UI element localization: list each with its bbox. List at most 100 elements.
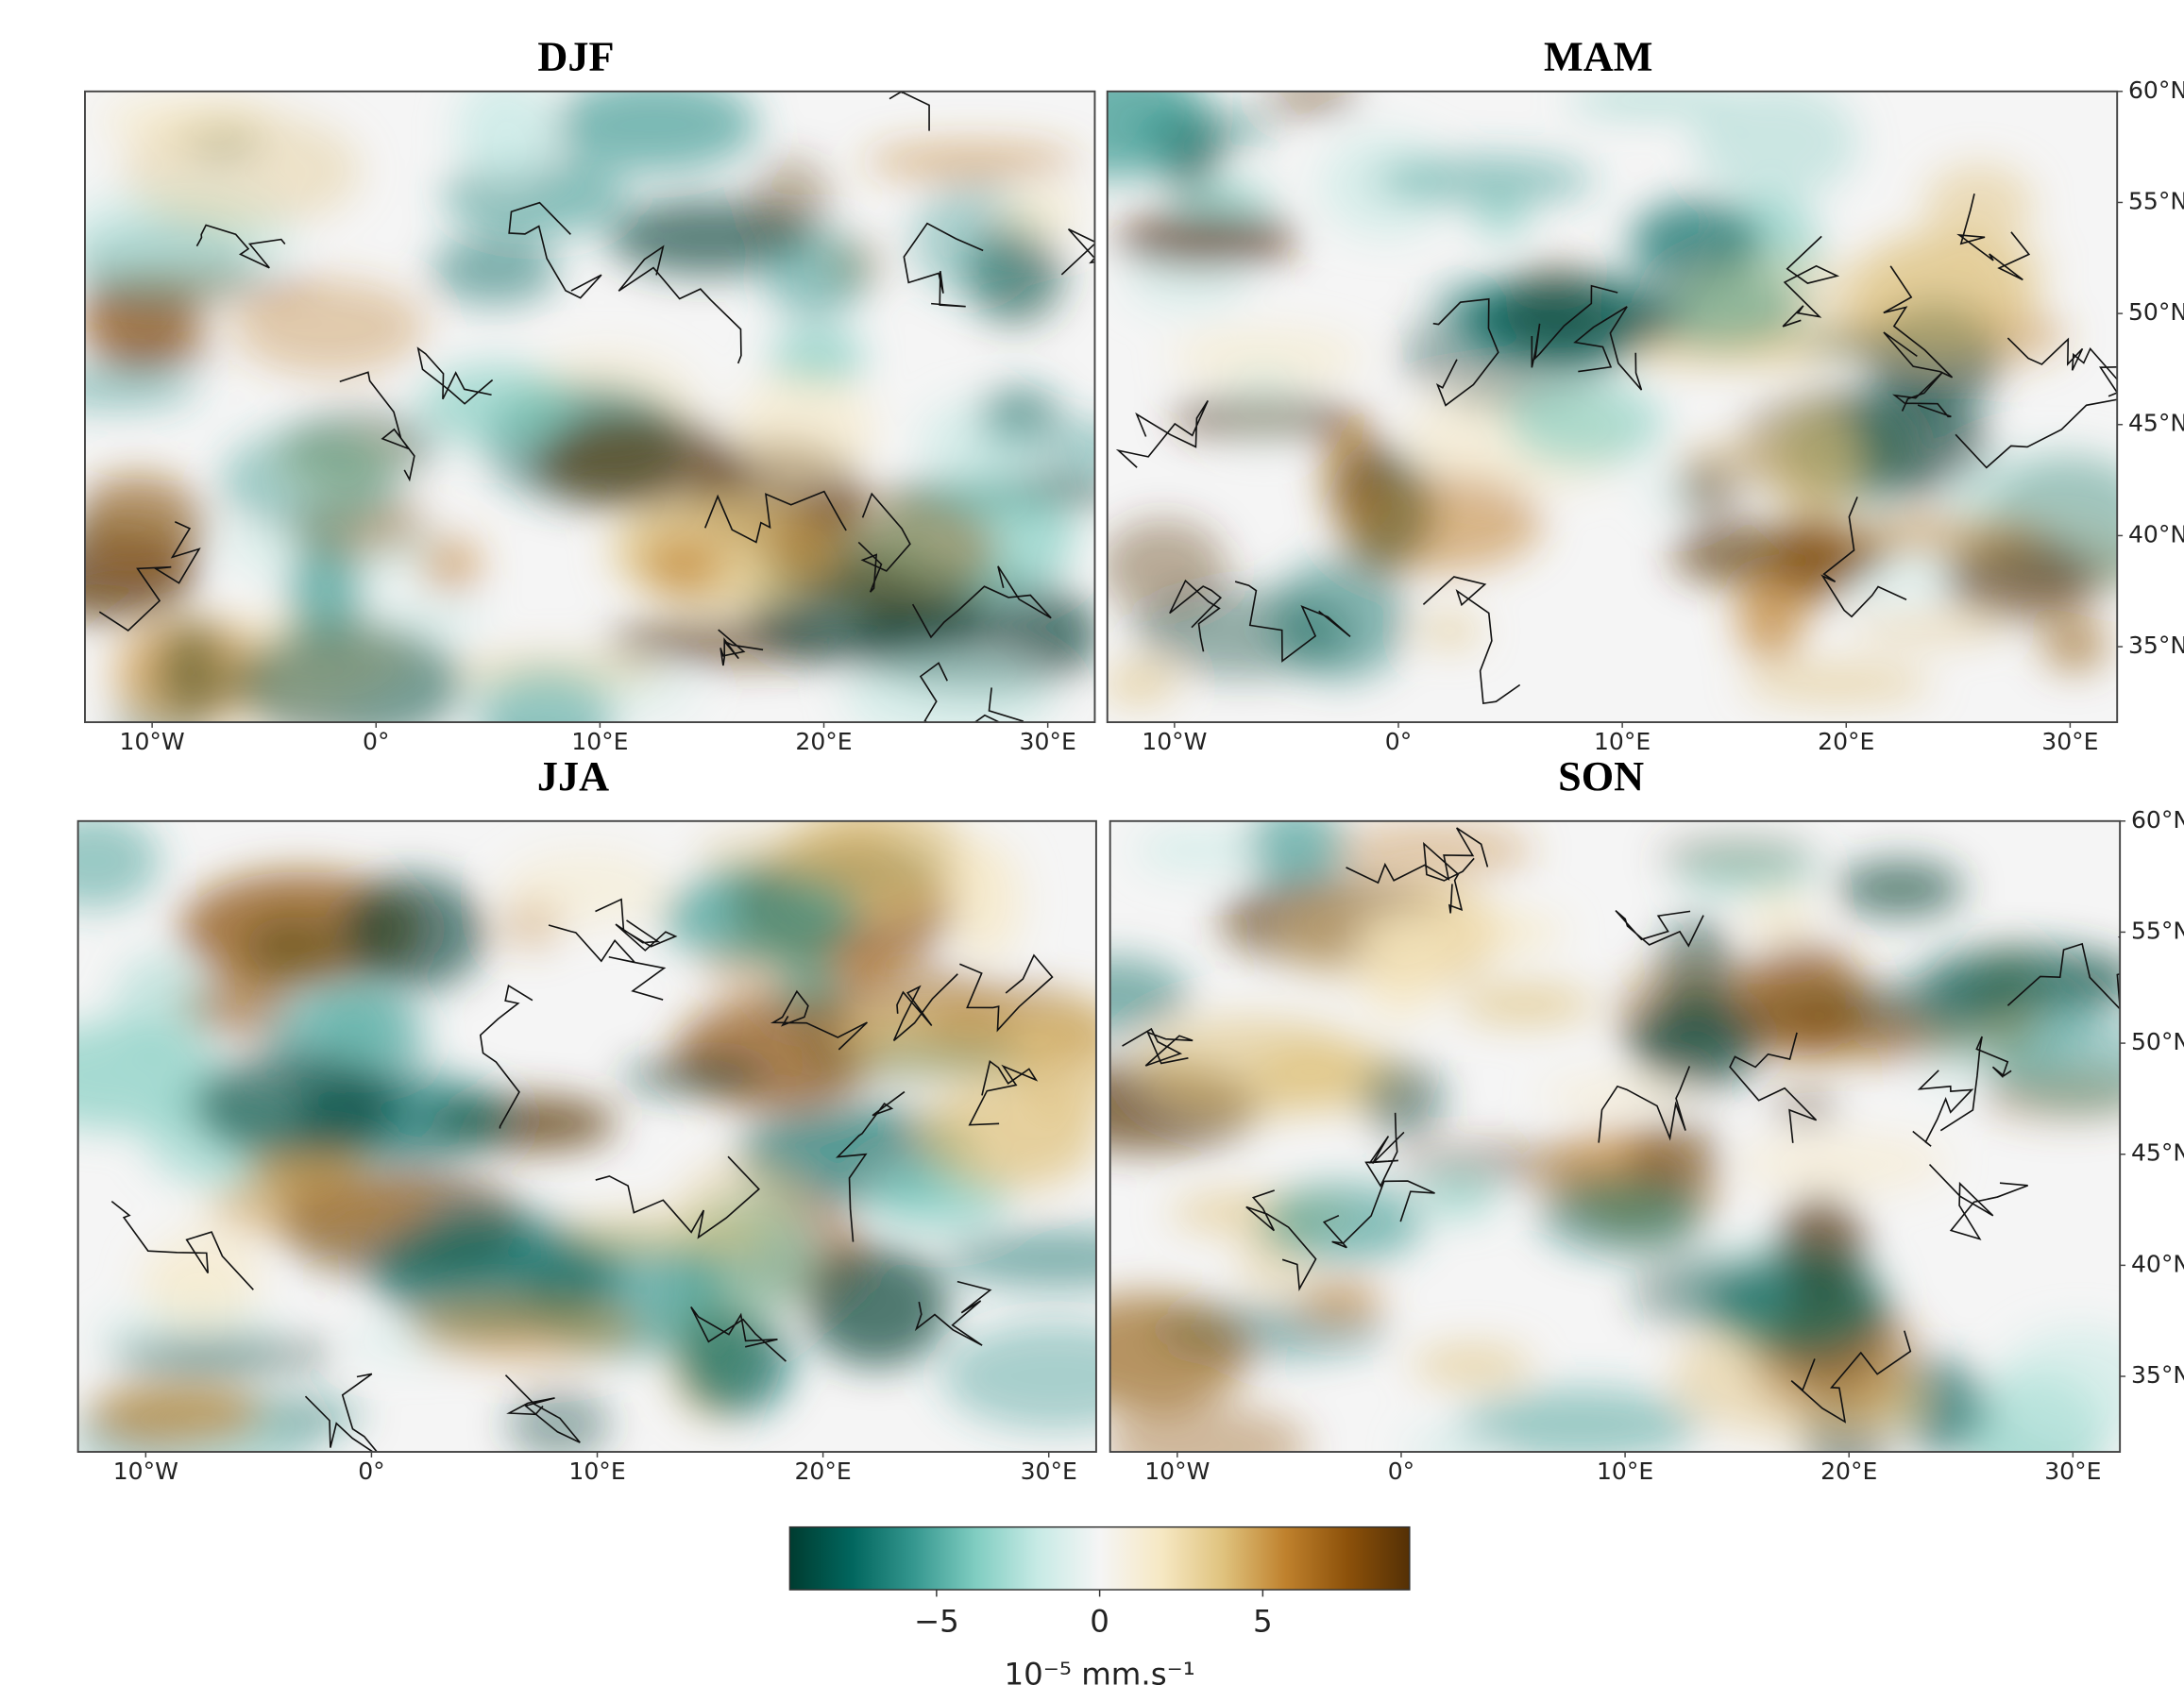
anomaly-blob: [1771, 406, 1862, 521]
y-tick-label: 40°N: [2128, 520, 2184, 548]
border-line: [959, 953, 1054, 1033]
border-line: [919, 662, 1024, 723]
border-line: [416, 346, 494, 405]
y-tick-label: 50°N: [2128, 298, 2184, 326]
anomaly-blob: [1900, 1359, 1986, 1453]
anomaly-blob: [420, 536, 482, 594]
border-line: [1122, 1027, 1194, 1067]
border-line: [2006, 337, 2118, 381]
anomaly-blob: [1735, 573, 1806, 662]
anomaly-blob: [108, 1336, 339, 1373]
border-line: [914, 1280, 992, 1346]
y-tick-label: 35°N: [2128, 632, 2184, 659]
anomaly-blob: [1919, 951, 2100, 1070]
colorbar-tick-label: 0: [1090, 1603, 1109, 1639]
anomaly-blob: [1299, 1283, 1383, 1315]
anomaly-blob: [1107, 91, 1210, 179]
border-line: [1891, 371, 1952, 418]
anomaly-blob: [1677, 454, 1741, 524]
field: [1109, 820, 2121, 1453]
border-line: [1234, 581, 1351, 663]
anomaly-blob: [84, 366, 198, 409]
anomaly-blob: [221, 429, 400, 536]
field: [84, 91, 1095, 723]
anomaly-blob: [1272, 557, 1409, 682]
panel-frame: [84, 90, 1096, 724]
x-tick-label: 10°E: [568, 1458, 625, 1485]
anomaly-blob: [1456, 984, 1595, 1025]
anomaly-blob: [1456, 1388, 1702, 1453]
anomaly-blob: [431, 235, 558, 305]
border-line: [1956, 194, 2031, 281]
anomaly-blob: [419, 362, 572, 447]
anomaly-blob: [752, 157, 832, 246]
anomaly-blob: [1353, 908, 1566, 956]
anomaly-blob: [1848, 615, 2009, 644]
border-line: [968, 1060, 1039, 1126]
panel-frame: [1109, 819, 2122, 1453]
anomaly-blob: [1260, 1183, 1425, 1264]
anomaly-blob: [1741, 662, 1933, 705]
border-line: [1912, 1070, 1974, 1147]
x-tick-label: 30°E: [2044, 1458, 2101, 1485]
colorbar-tick-label: −5: [914, 1603, 959, 1639]
x-tick-label: 20°E: [795, 728, 852, 755]
anomaly-blob: [1412, 1343, 1532, 1387]
anomaly-blob: [1539, 1175, 1707, 1254]
panel-title: MAM: [1544, 34, 1653, 80]
border-line: [770, 989, 868, 1051]
anomaly-blob: [674, 998, 874, 1111]
anomaly-blob: [999, 188, 1081, 237]
anomaly-blob: [1109, 1293, 1250, 1413]
anomaly-blob: [247, 1147, 364, 1192]
border-line: [110, 1201, 254, 1290]
anomaly-blob: [1405, 1430, 1500, 1453]
x-tick-label: 10°E: [571, 728, 628, 755]
anomaly-blob: [732, 373, 875, 486]
anomaly-blob: [453, 664, 701, 723]
border-line: [1169, 579, 1223, 652]
colorbar-tick-label: 5: [1253, 1603, 1273, 1639]
anomaly-blob: [534, 413, 742, 511]
y-tick-label: 55°N: [2128, 187, 2184, 214]
border-line: [595, 1155, 760, 1239]
border-line: [1346, 827, 1489, 885]
anomaly-blob: [140, 1237, 261, 1325]
anomaly-blob: [764, 228, 866, 322]
y-tick-label: 50°N: [2131, 1028, 2184, 1055]
anomaly-blob: [1671, 255, 1902, 355]
x-tick-label: 20°E: [1818, 728, 1874, 755]
y-tick-label: 60°N: [2128, 76, 2184, 104]
anomaly-blob: [178, 976, 293, 1038]
anomaly-blob: [1507, 379, 1664, 466]
border-line: [892, 973, 958, 1042]
anomaly-blob: [622, 1062, 770, 1091]
anomaly-blob: [2041, 617, 2108, 672]
anomaly-blob: [1109, 1405, 1310, 1453]
y-tick-label: 45°N: [2131, 1139, 2184, 1167]
anomaly-blob: [89, 1383, 264, 1445]
border-line: [1820, 497, 1907, 618]
border-line: [1573, 306, 1643, 391]
anomaly-blob: [1244, 820, 1348, 887]
x-tick-label: 20°E: [794, 1458, 851, 1485]
border-line: [889, 91, 930, 131]
border-line: [339, 371, 415, 482]
anomaly-blob: [1116, 211, 1297, 268]
anomaly-blob: [940, 1229, 1096, 1288]
y-tick-label: 45°N: [2128, 410, 2184, 437]
border-line: [1598, 1066, 1691, 1143]
x-tick-label: 10°W: [120, 728, 185, 755]
colorbar-ramp: [788, 1525, 1411, 1591]
map-panel: DJF 10°W 0° 10°E 20°E 30°E: [84, 34, 1096, 755]
border-line: [703, 490, 847, 544]
anomaly-blob: [838, 996, 1070, 1077]
anomaly-blob: [1422, 1172, 1497, 1219]
border-line: [1928, 1163, 2028, 1240]
x-tick-label: 10°W: [1142, 728, 1207, 755]
border-line: [304, 1373, 379, 1453]
anomaly-blob: [1171, 329, 1363, 385]
anomaly-blob: [1171, 183, 1274, 216]
anomaly-blob: [1835, 860, 1964, 918]
